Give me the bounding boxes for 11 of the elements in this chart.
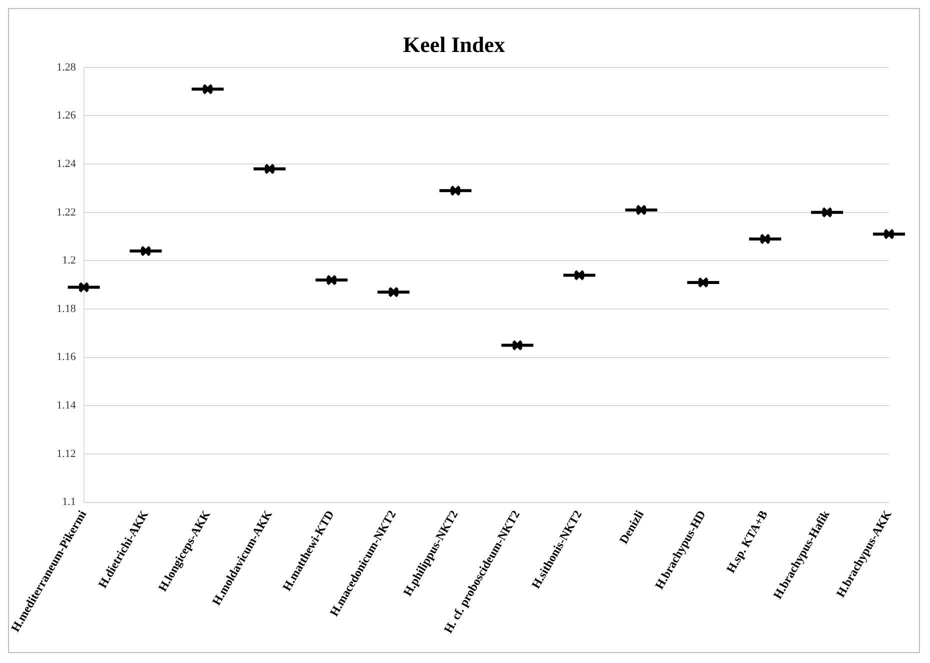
y-tick-label: 1.2 [62,254,76,267]
y-tick-label: 1.18 [56,302,76,315]
y-tick-label: 1.12 [56,448,76,460]
y-tick-label: 1.14 [56,400,76,412]
y-tick-label: 1.22 [56,206,76,218]
y-tick-label: 1.24 [56,158,76,170]
chart-title: Keel Index [402,32,506,57]
y-tick-label: 1.26 [56,110,76,122]
y-tick-label: 1.16 [56,351,76,364]
y-tick-label: 1.28 [56,61,76,74]
y-tick-label: 1.1 [62,496,76,508]
